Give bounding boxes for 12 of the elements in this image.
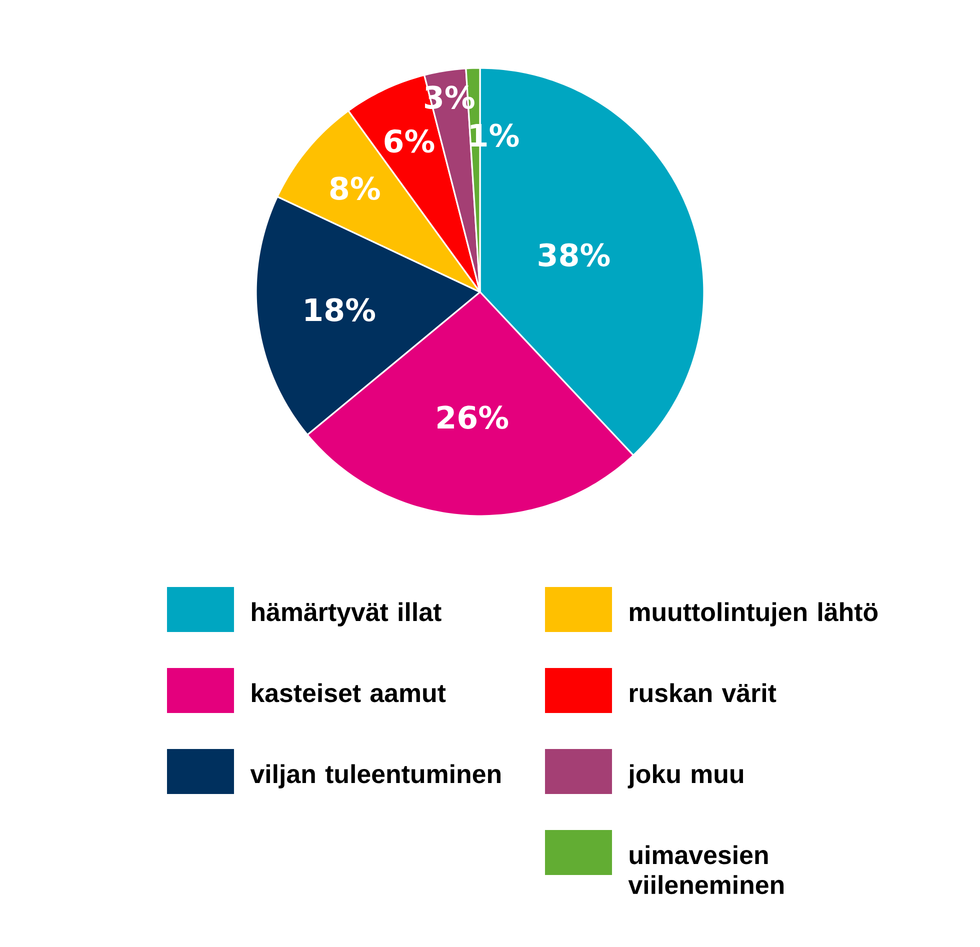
data-label: 18%: [306, 298, 376, 322]
data-label: 6%: [384, 129, 434, 153]
legend-label: viljan tuleentuminen: [250, 764, 500, 788]
data-label: 26%: [438, 406, 508, 429]
data-label: 8%: [330, 176, 380, 200]
legend-label: hämärtyvät illat: [252, 602, 442, 626]
legend-label: joku muu: [628, 764, 744, 788]
legend-label: uimavesien viileneminen: [628, 845, 784, 894]
legend-label: kasteiset aamut: [252, 683, 446, 702]
legend-label: muuttolintujen lähtö: [630, 602, 878, 626]
legend-label: ruskan värit: [630, 683, 776, 702]
data-label: 38%: [538, 243, 610, 267]
